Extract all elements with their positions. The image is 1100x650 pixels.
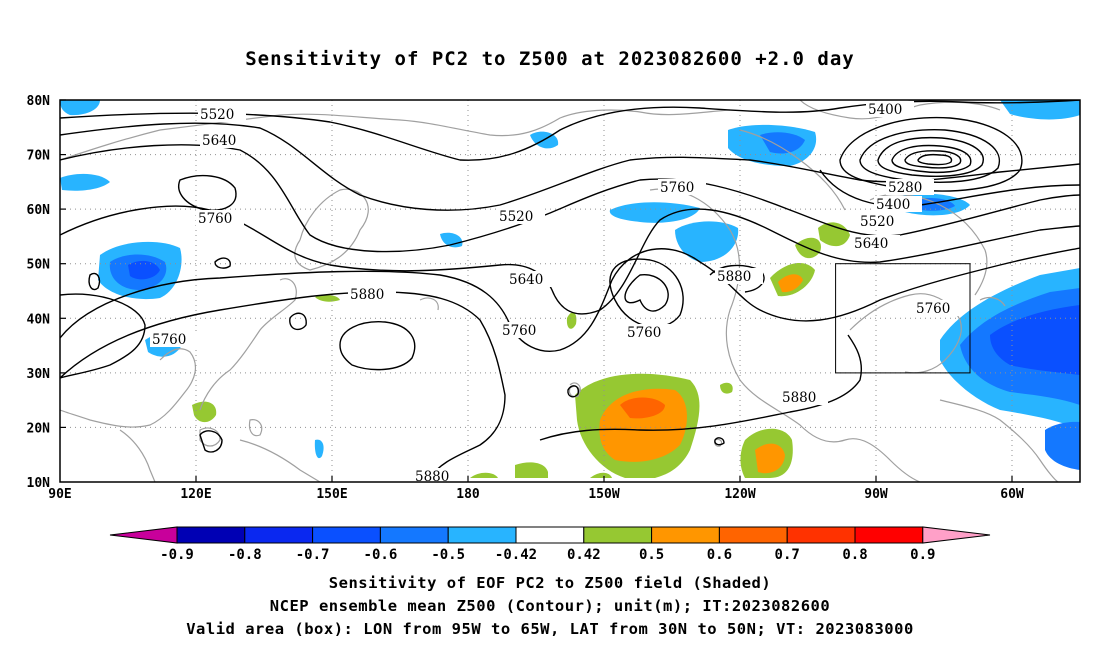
lon-label: 150E [316, 487, 347, 502]
contour-label: 5760 [198, 211, 232, 227]
lat-label: 20N [27, 421, 51, 436]
colorbar-label: -0.42 [495, 547, 537, 563]
colorbar-label: 0.9 [910, 547, 935, 563]
lon-label: 120W [724, 487, 755, 502]
colorbar-swatch [379, 526, 449, 544]
lon-label: 120E [180, 487, 211, 502]
caption-shaded: Sensitivity of EOF PC2 to Z500 field (Sh… [328, 574, 772, 592]
colorbar-swatch [786, 526, 856, 544]
colorbar-swatch [244, 526, 314, 544]
lat-label: 40N [27, 312, 51, 327]
contour-label: 5760 [152, 332, 186, 348]
lon-label: 90W [864, 487, 888, 502]
lon-label: 180 [456, 487, 480, 502]
longitude-labels: 90E 120E 150E 180 150W 120W 90W 60W [48, 487, 1024, 502]
contour-label: 5640 [509, 272, 543, 288]
colorbar-swatch [854, 526, 924, 544]
colorbar-label: 0.6 [707, 547, 732, 563]
contour-label: 5400 [876, 197, 910, 213]
colorbar-label: 0.8 [842, 547, 867, 563]
contour-label: 5640 [202, 133, 236, 149]
colorbar-label: -0.9 [160, 547, 194, 563]
lat-label: 80N [27, 94, 51, 109]
lat-label: 70N [27, 149, 51, 164]
contour-label: 5880 [415, 469, 449, 485]
contour-label: 5880 [782, 390, 816, 406]
colorbar-high-extend [922, 526, 991, 544]
contour-label: 5880 [717, 269, 751, 285]
contour-label: 5760 [502, 323, 536, 339]
valid-area-box [835, 263, 971, 374]
contour-label: 5640 [854, 236, 888, 252]
latitude-labels: 80N 70N 60N 50N 40N 30N 20N 10N [27, 94, 51, 491]
lon-label: 90E [48, 487, 71, 502]
contour-label: 5880 [350, 287, 384, 303]
contour-label: 5520 [200, 107, 234, 123]
plot-area [60, 100, 1080, 482]
colorbar-low-extend [109, 526, 178, 544]
colorbar-label: -0.8 [228, 547, 262, 563]
contour-label: 5760 [660, 180, 694, 196]
contour-label: 5520 [860, 214, 894, 230]
colorbar-swatch [583, 526, 653, 544]
colorbar-label: -0.6 [364, 547, 398, 563]
contour-label: 5280 [888, 180, 922, 196]
caption-valid-area: Valid area (box): LON from 95W to 65W, L… [186, 620, 914, 638]
contour-label: 5400 [868, 102, 902, 118]
contour-labels: 5520 5640 5760 5520 5760 5640 5760 5880 … [150, 101, 962, 485]
lon-label: 150W [588, 487, 619, 502]
colorbar-label: 0.42 [567, 547, 601, 563]
lon-label: 60W [1000, 487, 1024, 502]
colorbar-swatch [447, 526, 517, 544]
contour-label: 5520 [499, 209, 533, 225]
colorbar-swatch [515, 526, 585, 544]
colorbar-swatch [651, 526, 720, 544]
colorbar-label: -0.7 [296, 547, 330, 563]
lat-label: 60N [27, 203, 51, 218]
lat-label: 30N [27, 367, 51, 382]
map-title: Sensitivity of PC2 to Z500 at 2023082600… [245, 48, 855, 70]
plot-frame [59, 99, 1081, 483]
contour-label: 5760 [916, 301, 950, 317]
colorbar-label: -0.5 [431, 547, 465, 563]
colorbar-swatch [176, 526, 246, 544]
caption-contour: NCEP ensemble mean Z500 (Contour); unit(… [269, 597, 831, 615]
colorbar-swatch [718, 526, 788, 544]
axis-ticks [60, 99, 1013, 482]
lat-label: 10N [27, 476, 51, 491]
colorbar-swatch [312, 526, 381, 544]
lat-label: 50N [27, 258, 51, 273]
colorbar-label: 0.7 [775, 547, 800, 563]
colorbar-label: 0.5 [639, 547, 664, 563]
contour-label: 5760 [627, 325, 661, 341]
